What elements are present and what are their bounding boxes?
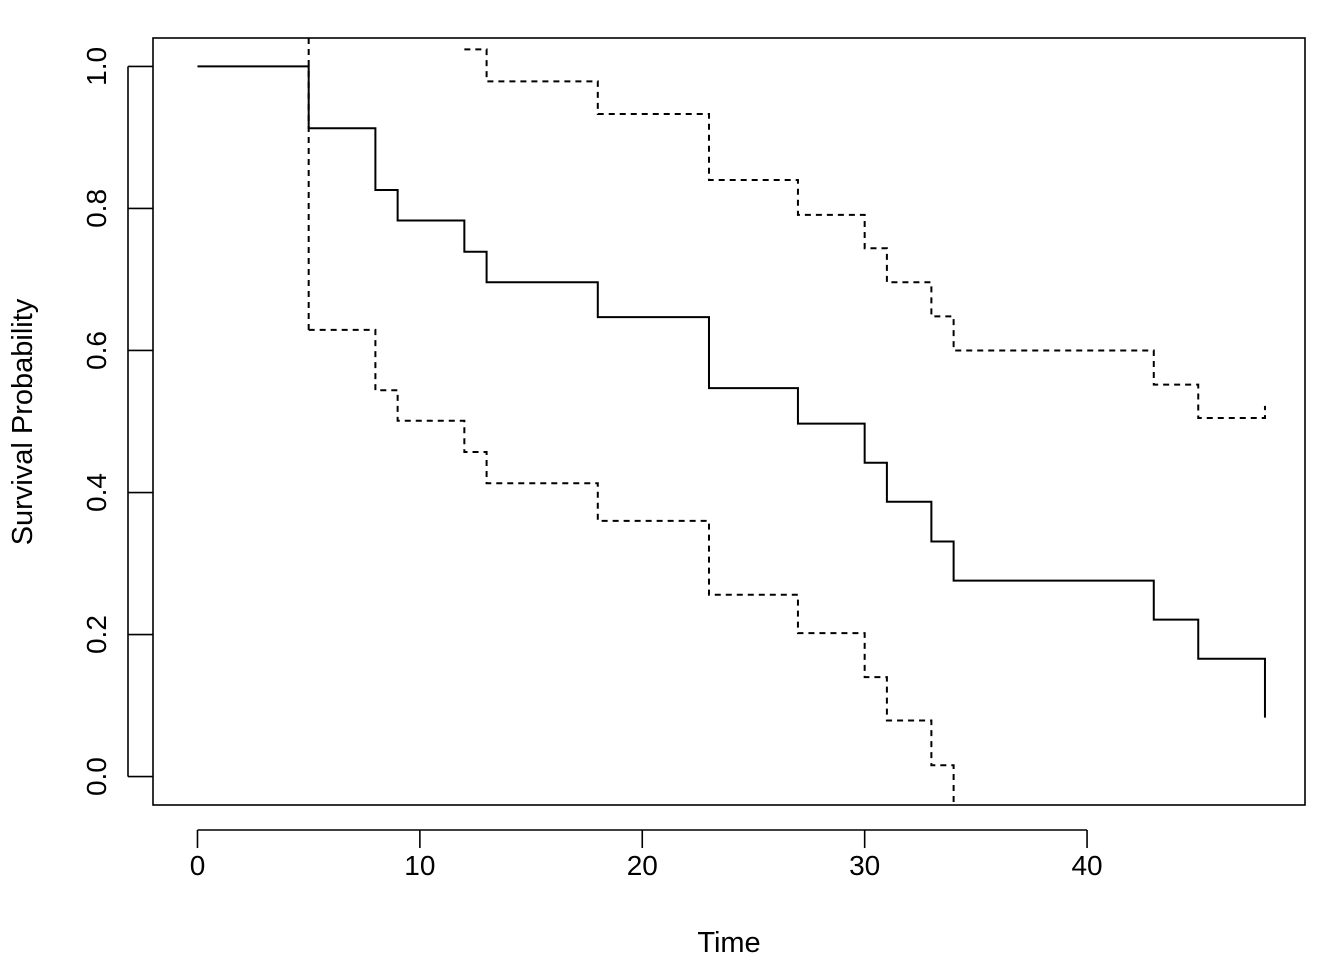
y-tick-label: 0.8	[81, 189, 112, 228]
y-tick-label: 0.6	[81, 331, 112, 370]
y-axis-title: Survival Probability	[7, 298, 39, 545]
y-axis: 0.0 0.2 0.4 0.6 0.8 1.0	[81, 47, 153, 796]
y-tick-label: 0.0	[81, 757, 112, 796]
confidence-band-line	[309, 330, 954, 805]
x-tick-label: 20	[627, 850, 658, 881]
y-tick-label: 0.4	[81, 473, 112, 512]
series-layer	[197, 38, 1264, 805]
survival-curve-line	[197, 66, 1264, 717]
x-tick-label: 0	[190, 850, 206, 881]
confidence-band-line	[464, 49, 1265, 418]
x-axis: 0 10 20 30 40	[190, 830, 1103, 881]
y-tick-label: 0.2	[81, 615, 112, 654]
x-tick-label: 30	[849, 850, 880, 881]
x-tick-label: 10	[404, 850, 435, 881]
y-tick-label: 1.0	[81, 47, 112, 86]
plot-frame	[153, 38, 1305, 805]
x-axis-title: Time	[697, 927, 760, 959]
x-tick-label: 40	[1071, 850, 1102, 881]
